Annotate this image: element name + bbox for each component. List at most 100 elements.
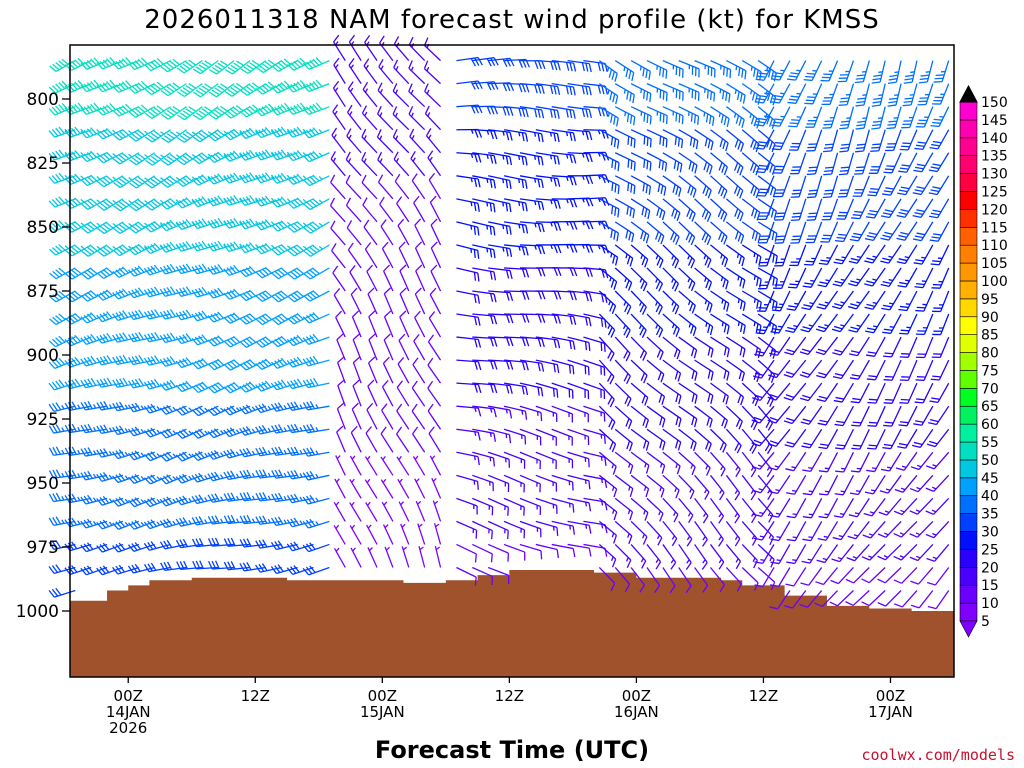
wind-barb: [849, 221, 870, 242]
wind-barb: [207, 358, 235, 371]
wind-barb: [646, 567, 661, 593]
wind-barb: [726, 313, 746, 334]
wind-barb: [551, 405, 573, 423]
wind-barb: [551, 82, 576, 96]
wind-barb: [754, 83, 775, 104]
wind-barb: [112, 473, 140, 484]
wind-barb: [567, 428, 590, 445]
wind-barb: [347, 104, 362, 131]
wind-barb: [850, 451, 870, 473]
wind-barb: [302, 565, 330, 576]
colorbar-label: 90: [981, 310, 999, 326]
wind-barb: [709, 497, 725, 524]
wind-barb: [287, 312, 314, 325]
wind-barb: [363, 219, 378, 246]
wind-barb: [816, 544, 839, 564]
colorbar-label: 135: [981, 149, 1008, 165]
wind-barb: [867, 175, 886, 197]
wind-barb: [396, 196, 410, 223]
wind-barb: [783, 359, 807, 378]
wind-barb: [350, 547, 362, 568]
colorbar-swatch: [959, 298, 978, 318]
wind-barb: [932, 313, 950, 336]
wind-barb: [880, 267, 902, 288]
wind-barb: [352, 379, 362, 407]
credit-link[interactable]: coolwx.com/models: [861, 746, 1015, 764]
wind-barb: [143, 427, 171, 438]
x-tick-label: 12Z: [495, 687, 524, 705]
wind-barb: [822, 175, 839, 199]
wind-barb: [366, 402, 378, 430]
wind-barb: [821, 198, 839, 221]
wind-barb: [880, 244, 902, 264]
colorbar-swatch: [959, 137, 978, 156]
wind-barb: [598, 543, 617, 568]
wind-barb: [694, 359, 714, 381]
wind-barb: [551, 313, 577, 325]
colorbar-label: 120: [981, 202, 1008, 218]
wind-barb: [302, 79, 330, 93]
wind-barb: [401, 546, 410, 568]
colorbar-swatch: [959, 531, 978, 550]
wind-barb: [303, 198, 330, 211]
wind-barb: [710, 244, 729, 268]
wind-barb: [377, 82, 394, 108]
wind-barb: [48, 126, 76, 138]
wind-barb: [932, 290, 950, 313]
wind-barb: [535, 497, 558, 514]
wind-barb: [287, 197, 314, 209]
wind-barb: [741, 313, 762, 335]
wind-barb: [255, 380, 282, 392]
wind-barb: [832, 359, 854, 380]
wind-barb: [751, 405, 775, 424]
wind-barb: [878, 497, 902, 516]
wind-barb: [302, 518, 330, 529]
wind-barb: [662, 313, 680, 337]
wind-barb: [839, 106, 855, 130]
wind-barb: [503, 221, 529, 234]
wind-barb: [630, 405, 649, 429]
colorbar-label: 115: [981, 220, 1008, 236]
wind-barb: [910, 590, 934, 609]
wind-barb: [567, 290, 593, 302]
wind-barb: [112, 564, 140, 575]
y-tick: 975: [27, 538, 70, 558]
wind-barb: [80, 198, 108, 211]
wind-barb: [417, 523, 426, 545]
colorbar-swatch: [959, 352, 978, 371]
wind-barb: [790, 152, 807, 175]
colorbar-swatch: [959, 244, 978, 264]
wind-barb: [364, 455, 378, 476]
wind-barb: [694, 567, 709, 593]
wind-barb: [427, 150, 442, 177]
wind-barb: [614, 359, 631, 385]
wind-barb: [879, 474, 902, 494]
wind-barb: [917, 83, 934, 106]
wind-barb: [331, 243, 346, 269]
wind-barb: [472, 336, 498, 347]
wind-barb: [223, 427, 251, 438]
wind-barb: [128, 80, 155, 94]
wind-barb: [771, 129, 791, 151]
wind-barb: [630, 336, 648, 361]
wind-barb: [64, 197, 92, 209]
wind-barb: [726, 60, 747, 80]
wind-barb: [535, 428, 557, 446]
wind-barb: [519, 82, 545, 94]
wind-barb: [599, 152, 620, 172]
wind-barb: [302, 423, 330, 434]
wind-barb: [614, 520, 633, 545]
x-tick: 12Z: [495, 677, 524, 705]
wind-barb: [64, 102, 92, 115]
wind-barb: [927, 567, 950, 586]
x-tick-label: 00Z: [368, 687, 397, 705]
wind-barb: [614, 428, 633, 452]
colorbar-label: 95: [981, 292, 999, 308]
colorbar-label: 50: [981, 453, 999, 469]
wind-barb: [112, 354, 139, 366]
wind-barb: [598, 428, 617, 453]
wind-barb: [394, 173, 410, 200]
wind-barb: [910, 567, 934, 585]
wind-barb: [803, 60, 823, 82]
